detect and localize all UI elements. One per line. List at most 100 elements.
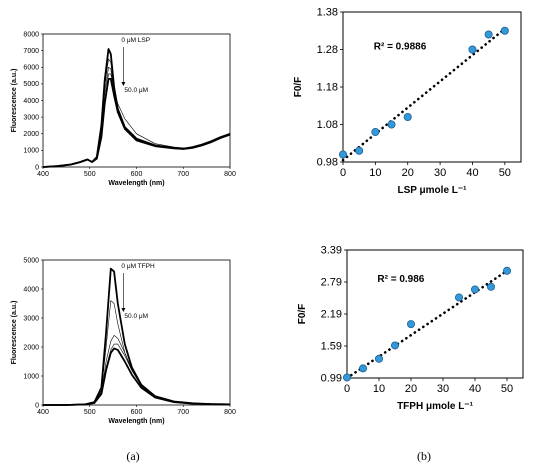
y-tick-label: 6000: [23, 65, 39, 72]
plot-frame: [346, 249, 524, 379]
y-tick-label: 5000: [23, 257, 39, 264]
data-point-6: [470, 285, 479, 294]
chart-lsp-sternvolmer: 0.98 1.08 1.18 1.28 1.38 0 10 20 30 40 50 R² = 0.98…: [293, 7, 522, 196]
trendline: [341, 27, 507, 162]
x-tick-label: 40: [469, 383, 481, 395]
x-tick-label: 30: [434, 167, 446, 179]
data-point-4: [406, 320, 415, 329]
y-tick-label: 1000: [23, 373, 39, 380]
data-point-2: [374, 354, 383, 363]
x-tick-label: 600: [131, 171, 143, 178]
y-tick-label: 1.28: [317, 44, 338, 56]
x-tick-label: 10: [369, 167, 381, 179]
data-point-7: [500, 26, 509, 35]
y-tick-label: 0: [35, 164, 39, 171]
r-squared-annotation: R² = 0.986: [377, 274, 424, 285]
y-tick-label: 0.99: [321, 373, 342, 385]
x-tick-label: 0: [344, 383, 350, 395]
x-tick-label: 400: [37, 409, 49, 416]
plot-frame: [42, 33, 231, 168]
data-point-3: [390, 341, 399, 350]
x-tick-label: 50: [499, 167, 511, 179]
x-tick-label: 500: [84, 171, 96, 178]
data-point-6: [484, 30, 493, 39]
x-tick-label: 800: [224, 171, 236, 178]
x-tick-label: 30: [437, 383, 449, 395]
y-tick-label: 2.79: [321, 277, 342, 289]
data-point-5: [468, 45, 477, 54]
y-tick-label: 1.59: [321, 341, 342, 353]
x-axis-label: TFPH μmole L⁻¹: [397, 401, 474, 412]
annotation-start: 0 μM TFPH: [121, 263, 155, 270]
x-tick-label: 700: [177, 409, 189, 416]
x-tick-label: 10: [373, 383, 385, 395]
annotation-arrow-head: [121, 82, 126, 86]
x-tick-label: 20: [402, 167, 414, 179]
data-point-1: [358, 364, 367, 373]
y-tick-label: 1.18: [317, 82, 338, 94]
plot-frame: [342, 11, 522, 163]
trendline: [345, 269, 509, 380]
x-tick-label: 40: [466, 167, 478, 179]
panel-label-b: (b): [417, 449, 431, 463]
x-tick-label: 800: [224, 409, 236, 416]
plot-frame: [42, 259, 231, 406]
y-tick-label: 2000: [23, 344, 39, 351]
spectrum-line-2: [42, 67, 231, 168]
spectrum-line-0: [42, 48, 231, 168]
x-tick-label: 20: [405, 383, 417, 395]
y-tick-label: 8000: [23, 31, 39, 38]
y-tick-label: 1000: [23, 148, 39, 155]
y-tick-label: 0.98: [317, 157, 338, 169]
y-tick-label: 1.08: [317, 119, 338, 131]
y-tick-label: 4000: [23, 286, 39, 293]
data-point-8: [502, 266, 511, 275]
chart-lsp-spectra: 0 1000 2000 3000 4000 5000 6000 7000 8000 400 500 6…: [11, 31, 236, 187]
data-point-3: [387, 120, 396, 129]
y-tick-label: 3.39: [321, 245, 342, 257]
y-tick-label: 2000: [23, 131, 39, 138]
panel-label-a: (a): [126, 449, 139, 463]
y-tick-label: 1.38: [317, 7, 338, 19]
annotation-end: 50.0 μM: [124, 87, 148, 94]
y-tick-label: 3000: [23, 114, 39, 121]
x-tick-label: 400: [37, 171, 49, 178]
x-axis-label: Wavelength (nm): [108, 180, 164, 187]
x-tick-label: 600: [131, 409, 143, 416]
y-axis-label: Fluorescence (a.u.): [11, 301, 18, 365]
spectrum-line-4: [42, 78, 231, 168]
x-tick-label: 700: [177, 171, 189, 178]
data-point-5: [454, 293, 463, 302]
y-tick-label: 4000: [23, 98, 39, 105]
data-point-2: [371, 127, 380, 136]
annotation-start: 0 μM LSP: [121, 37, 150, 44]
data-point-7: [486, 282, 495, 291]
annotation-arrow-head: [121, 308, 126, 312]
x-axis-label: Wavelength (nm): [108, 418, 164, 425]
chart-tfph-sternvolmer: 0.99 1.59 2.19 2.79 3.39 0 10 20 30 40 50 R² = 0.98…: [297, 245, 524, 412]
y-axis-label: F0/F: [293, 77, 304, 98]
y-tick-label: 7000: [23, 48, 39, 55]
y-tick-label: 0: [35, 402, 39, 409]
spectrum-line-4: [43, 347, 231, 406]
x-tick-label: 50: [501, 383, 513, 395]
data-point-0: [342, 373, 351, 382]
y-tick-label: 3000: [23, 315, 39, 322]
x-tick-label: 0: [340, 167, 346, 179]
x-axis-label: LSP μmole L⁻¹: [398, 185, 468, 196]
data-point-0: [338, 150, 347, 159]
spectrum-line-1: [42, 58, 231, 168]
spectrum-line-2: [43, 335, 231, 406]
r-squared-annotation: R² = 0.9886: [374, 42, 427, 53]
y-tick-label: 2.19: [321, 309, 342, 321]
data-point-1: [355, 146, 364, 155]
data-point-4: [403, 113, 412, 122]
y-axis-label: F0/F: [297, 304, 308, 325]
chart-tfph-spectra: 0 1000 2000 3000 4000 5000 400 500 600 700 800 Wave…: [11, 257, 236, 425]
y-axis-label: Fluorescence (a.u.): [11, 69, 18, 133]
annotation-end: 50.0 μM: [124, 313, 148, 320]
spectrum-line-0: [43, 267, 231, 406]
y-tick-label: 5000: [23, 81, 39, 88]
x-tick-label: 500: [84, 409, 96, 416]
